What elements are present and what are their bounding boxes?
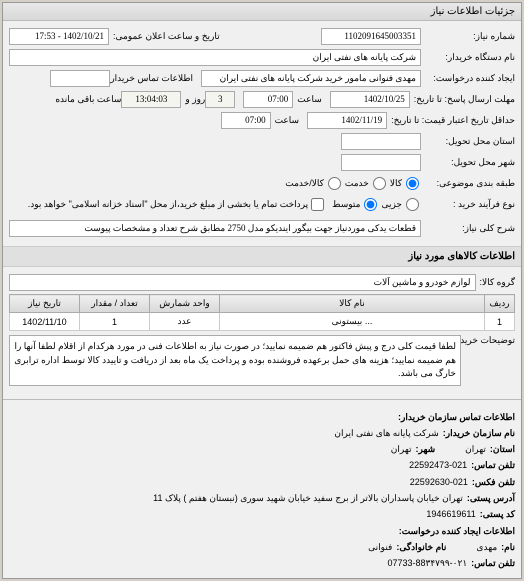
items-table: ردیف نام کالا واحد شمارش تعداد / مقدار ت…: [9, 294, 515, 331]
contact-org: نام سازمان خریدار:شرکت پایانه های نفتی ا…: [9, 426, 515, 441]
field-validity-time[interactable]: [221, 112, 271, 129]
contact-block: اطلاعات تماس سازمان خریدار: نام سازمان خ…: [3, 404, 521, 579]
row-validity: حداقل تاریخ اعتبار قیمت: تا تاریخ: ساعت: [9, 111, 515, 129]
cell-date: 1402/11/10: [10, 313, 80, 331]
radio-goods[interactable]: کالا: [390, 177, 421, 190]
row-request-number: شماره نیاز: تاریخ و ساعت اعلان عمومی:: [9, 27, 515, 45]
col-date: تاریخ نیاز: [10, 295, 80, 313]
field-remaining-time: [121, 91, 181, 108]
field-buyer-contact[interactable]: [50, 70, 110, 87]
label-remaining: ساعت باقی مانده: [55, 94, 121, 105]
label-days-and: روز و: [185, 94, 205, 105]
radio-medium[interactable]: متوسط: [332, 198, 379, 211]
col-name: نام کالا: [220, 295, 485, 313]
label-validity: حداقل تاریخ اعتبار قیمت: تا تاریخ:: [391, 115, 515, 126]
col-qty: تعداد / مقدار: [80, 295, 150, 313]
label-note: توضیحات خریدار:: [465, 335, 515, 346]
row-delivery-city: شهر محل تحویل:: [9, 153, 515, 171]
row-subject-category: طبقه بندی موضوعی: کالا خدمت کالا/خدمت: [9, 174, 515, 192]
contact-address: آدرس پستی:تهران خیابان پاسداران بالاتر ا…: [9, 491, 515, 506]
row-process-type: نوع فرآیند خرید : جزیی متوسط پرداخت تمام…: [9, 195, 515, 213]
field-remaining-days: [205, 91, 235, 108]
creator-name: نام:مهدینام خانوادگی:فنوانی: [9, 540, 515, 555]
table-row[interactable]: 1 ... بیستونی عدد 1 1402/11/10: [10, 313, 515, 331]
note-box: لطفا قیمت کلی درج و پیش فاکتور هم ضمیمه …: [9, 335, 461, 386]
field-response-date[interactable]: [330, 91, 410, 108]
field-group[interactable]: [9, 274, 476, 291]
radio-goods-service[interactable]: کالا/خدمت: [285, 177, 343, 190]
contact-province: استان:تهرانشهر:تهران: [9, 442, 515, 457]
process-radio-group: جزیی متوسط: [332, 198, 421, 211]
row-response-deadline: مهلت ارسال پاسخ: تا تاریخ: ساعت روز و سا…: [9, 90, 515, 108]
creator-section-title: اطلاعات ایجاد کننده درخواست:: [9, 524, 515, 539]
label-delivery-province: استان محل تحویل:: [425, 136, 515, 147]
field-delivery-city[interactable]: [341, 154, 421, 171]
radio-service[interactable]: خدمت: [345, 177, 388, 190]
label-response-deadline: مهلت ارسال پاسخ: تا تاریخ:: [414, 94, 515, 105]
label-request-number: شماره نیاز:: [425, 31, 515, 42]
field-general-desc[interactable]: [9, 220, 421, 237]
contact-phone: تلفن تماس:22592473-021: [9, 458, 515, 473]
label-group: گروه کالا:: [480, 277, 515, 288]
items-section-title: اطلاعات کالاهای مورد نیاز: [3, 246, 521, 267]
field-response-time[interactable]: [243, 91, 293, 108]
cell-unit: عدد: [150, 313, 220, 331]
label-announce-datetime: تاریخ و ساعت اعلان عمومی:: [113, 31, 220, 42]
label-general-desc: شرح کلی نیاز:: [425, 223, 515, 234]
link-buyer-contact[interactable]: اطلاعات تماس خریدار: [110, 73, 193, 84]
row-note: توضیحات خریدار: لطفا قیمت کلی درج و پیش …: [9, 335, 515, 386]
panel-body: شماره نیاز: تاریخ و ساعت اعلان عمومی: نا…: [3, 21, 521, 246]
table-header-row: ردیف نام کالا واحد شمارش تعداد / مقدار ت…: [10, 295, 515, 313]
field-buyer-org[interactable]: [9, 49, 421, 66]
checkbox-treasury[interactable]: پرداخت تمام یا بخشی از مبلغ خرید،از محل …: [28, 198, 324, 211]
main-panel: جزئیات اطلاعات نیاز شماره نیاز: تاریخ و …: [2, 2, 522, 579]
creator-phone: تلفن تماس:07733-88۳۴۷۹۹-۰۲۱: [9, 556, 515, 571]
field-request-number[interactable]: [321, 28, 421, 45]
cell-name: ... بیستونی: [220, 313, 485, 331]
row-creator: ایجاد کننده درخواست: اطلاعات تماس خریدار: [9, 69, 515, 87]
separator: [3, 399, 521, 400]
label-time-2: ساعت: [275, 115, 300, 126]
subject-radio-group: کالا خدمت کالا/خدمت: [285, 177, 421, 190]
col-unit: واحد شمارش: [150, 295, 220, 313]
label-delivery-city: شهر محل تحویل:: [425, 157, 515, 168]
label-creator: ایجاد کننده درخواست:: [425, 73, 515, 84]
row-group: گروه کالا:: [9, 273, 515, 291]
radio-minor[interactable]: جزیی: [381, 198, 421, 211]
row-buyer-org: نام دستگاه خریدار:: [9, 48, 515, 66]
field-validity-date[interactable]: [307, 112, 387, 129]
label-buyer-org: نام دستگاه خریدار:: [425, 52, 515, 63]
contact-title: اطلاعات تماس سازمان خریدار:: [9, 410, 515, 425]
field-announce-datetime[interactable]: [9, 28, 109, 45]
contact-postal: کد پستی:1946619611: [9, 507, 515, 522]
row-general-desc: شرح کلی نیاز:: [9, 219, 515, 237]
cell-rownum: 1: [485, 313, 515, 331]
col-rownum: ردیف: [485, 295, 515, 313]
items-body: گروه کالا: ردیف نام کالا واحد شمارش تعدا…: [3, 267, 521, 395]
label-time-1: ساعت: [297, 94, 322, 105]
label-subject-category: طبقه بندی موضوعی:: [425, 178, 515, 189]
cell-qty: 1: [80, 313, 150, 331]
contact-fax: تلفن فکس:22592630-021: [9, 475, 515, 490]
label-process-type: نوع فرآیند خرید :: [425, 199, 515, 210]
row-delivery-province: استان محل تحویل:: [9, 132, 515, 150]
panel-title: جزئیات اطلاعات نیاز: [3, 3, 521, 21]
field-creator[interactable]: [201, 70, 421, 87]
field-delivery-province[interactable]: [341, 133, 421, 150]
